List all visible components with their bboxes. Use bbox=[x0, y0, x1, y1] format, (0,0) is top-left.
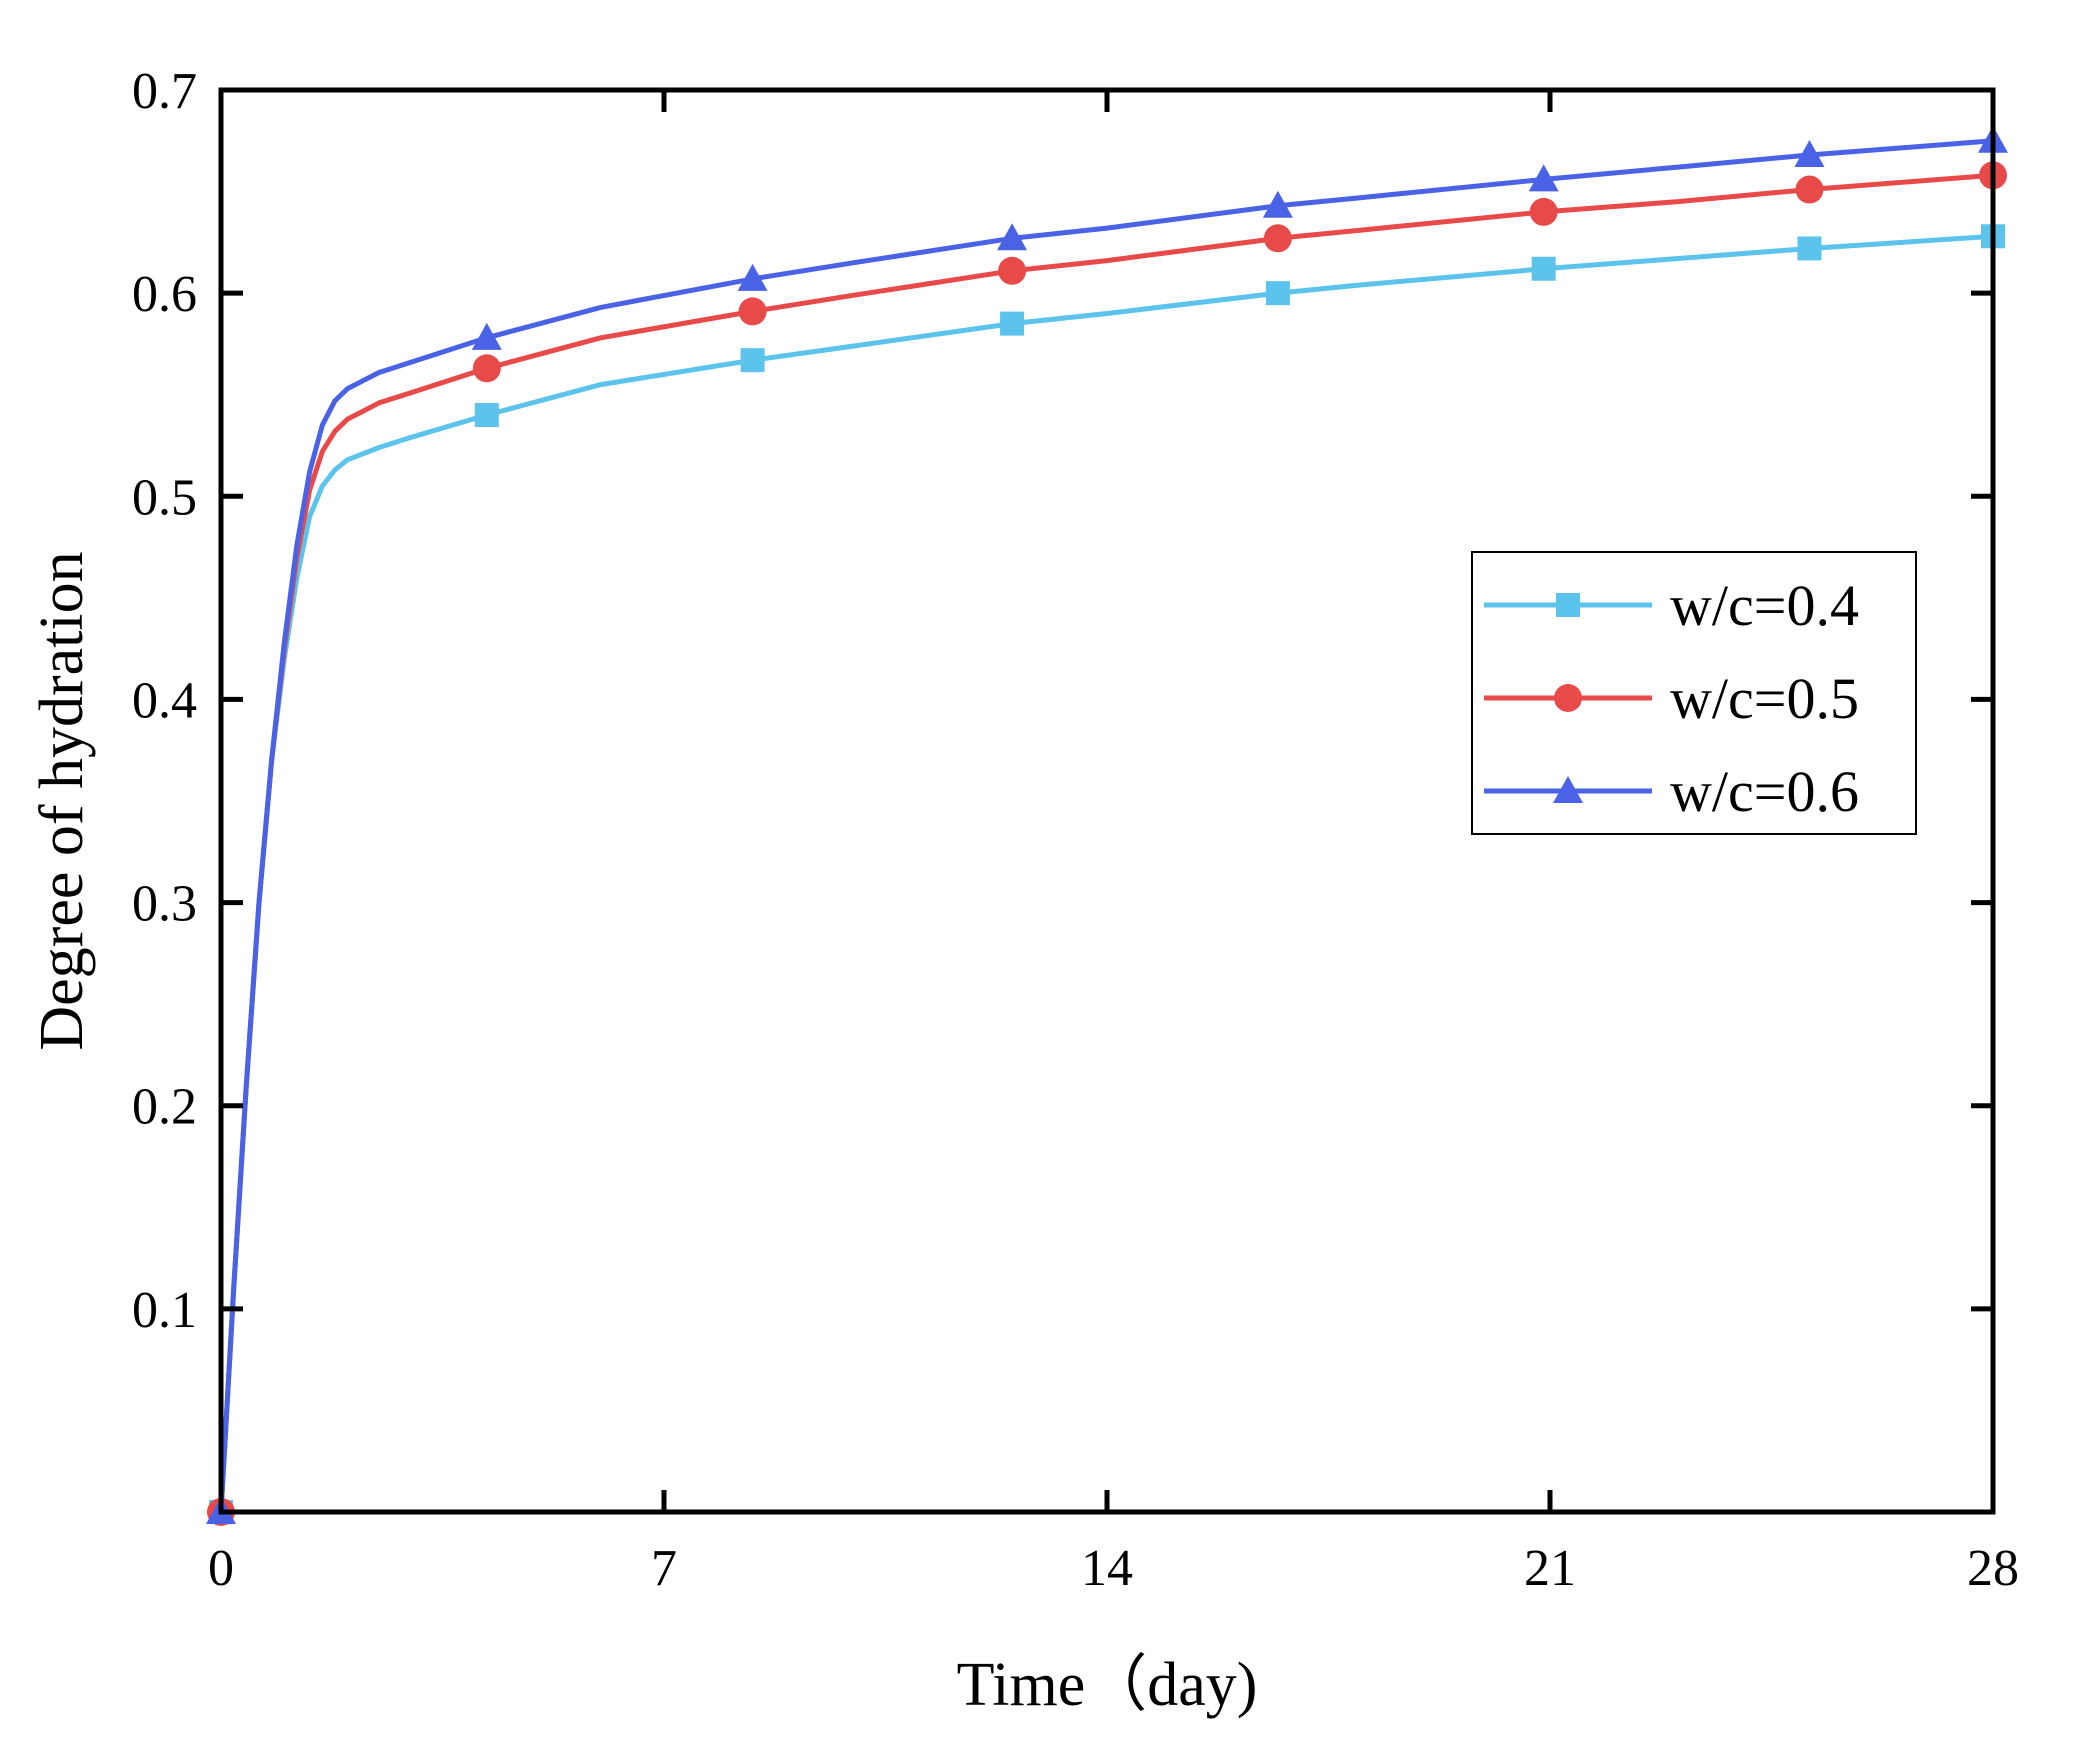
x-tick-label-4: 21 bbox=[1524, 1540, 1576, 1597]
series-3-marker-6 bbox=[1528, 164, 1559, 192]
legend-item-2: w/c=0.5 bbox=[1484, 666, 1859, 731]
y-axis-title: Degree of hydration bbox=[28, 551, 96, 1050]
legend-items: w/c=0.4 w/c=0.5 w/c=0.6 bbox=[1484, 573, 1859, 824]
series-1-marker-2 bbox=[474, 403, 499, 428]
series-2-marker-6 bbox=[1529, 197, 1558, 226]
series-2-marker-4 bbox=[998, 256, 1027, 285]
series-3-marker-2 bbox=[471, 322, 502, 350]
series-1-marker-4 bbox=[1000, 311, 1025, 336]
series-2-marker-5 bbox=[1263, 224, 1292, 253]
series-1-marker-3 bbox=[740, 348, 765, 373]
y-tick-label-2: 0.2 bbox=[132, 1079, 197, 1136]
y-tick-label-6: 0.6 bbox=[132, 266, 197, 323]
legend-marker-2 bbox=[1554, 684, 1582, 712]
y-tick-label-1: 0.1 bbox=[132, 1282, 197, 1339]
series-2-marker-2 bbox=[472, 354, 501, 383]
y-tick-label-4: 0.4 bbox=[132, 672, 197, 729]
legend: w/c=0.4 w/c=0.5 w/c=0.6 bbox=[1471, 551, 1917, 835]
y-tick-label-5: 0.5 bbox=[132, 469, 197, 526]
legend-item-1: w/c=0.4 bbox=[1484, 573, 1859, 638]
series-layer bbox=[206, 125, 2008, 1526]
series-1-marker-5 bbox=[1265, 281, 1290, 306]
series-1-marker-7 bbox=[1797, 236, 1822, 261]
legend-marker-3 bbox=[1553, 776, 1583, 803]
legend-label-2: w/c=0.5 bbox=[1670, 666, 1859, 731]
series-3-marker-7 bbox=[1794, 140, 1825, 168]
x-axis-title: Time（day) bbox=[957, 1651, 1258, 1719]
legend-box bbox=[1471, 551, 1917, 835]
axis-ticks bbox=[218, 87, 1996, 1512]
series-3-marker-5 bbox=[1262, 190, 1293, 218]
series-3 bbox=[206, 125, 2008, 1524]
x-tick-label-1: 0 bbox=[208, 1540, 234, 1597]
series-2-marker-3 bbox=[738, 297, 767, 326]
legend-label-1: w/c=0.4 bbox=[1670, 573, 1859, 638]
series-2-marker-7 bbox=[1795, 175, 1824, 204]
legend-label-3: w/c=0.6 bbox=[1670, 759, 1859, 824]
legend-marker-1 bbox=[1556, 593, 1580, 617]
axis-tick-labels: 0 7 14 21 28 0.1 0.2 0.3 0.4 0.5 0.6 0.7 bbox=[132, 63, 2019, 1597]
series-1-marker-6 bbox=[1531, 256, 1556, 281]
series-3-marker-3 bbox=[737, 263, 768, 291]
y-tick-label-7: 0.7 bbox=[132, 63, 197, 120]
x-tick-label-3: 14 bbox=[1081, 1540, 1133, 1597]
y-tick-label-3: 0.3 bbox=[132, 876, 197, 933]
series-3-marker-4 bbox=[997, 223, 1028, 251]
series-line-3 bbox=[218, 138, 1994, 1513]
x-tick-label-5: 28 bbox=[1967, 1540, 2019, 1597]
x-tick-label-2: 7 bbox=[651, 1540, 677, 1597]
legend-item-3: w/c=0.6 bbox=[1484, 759, 1859, 824]
